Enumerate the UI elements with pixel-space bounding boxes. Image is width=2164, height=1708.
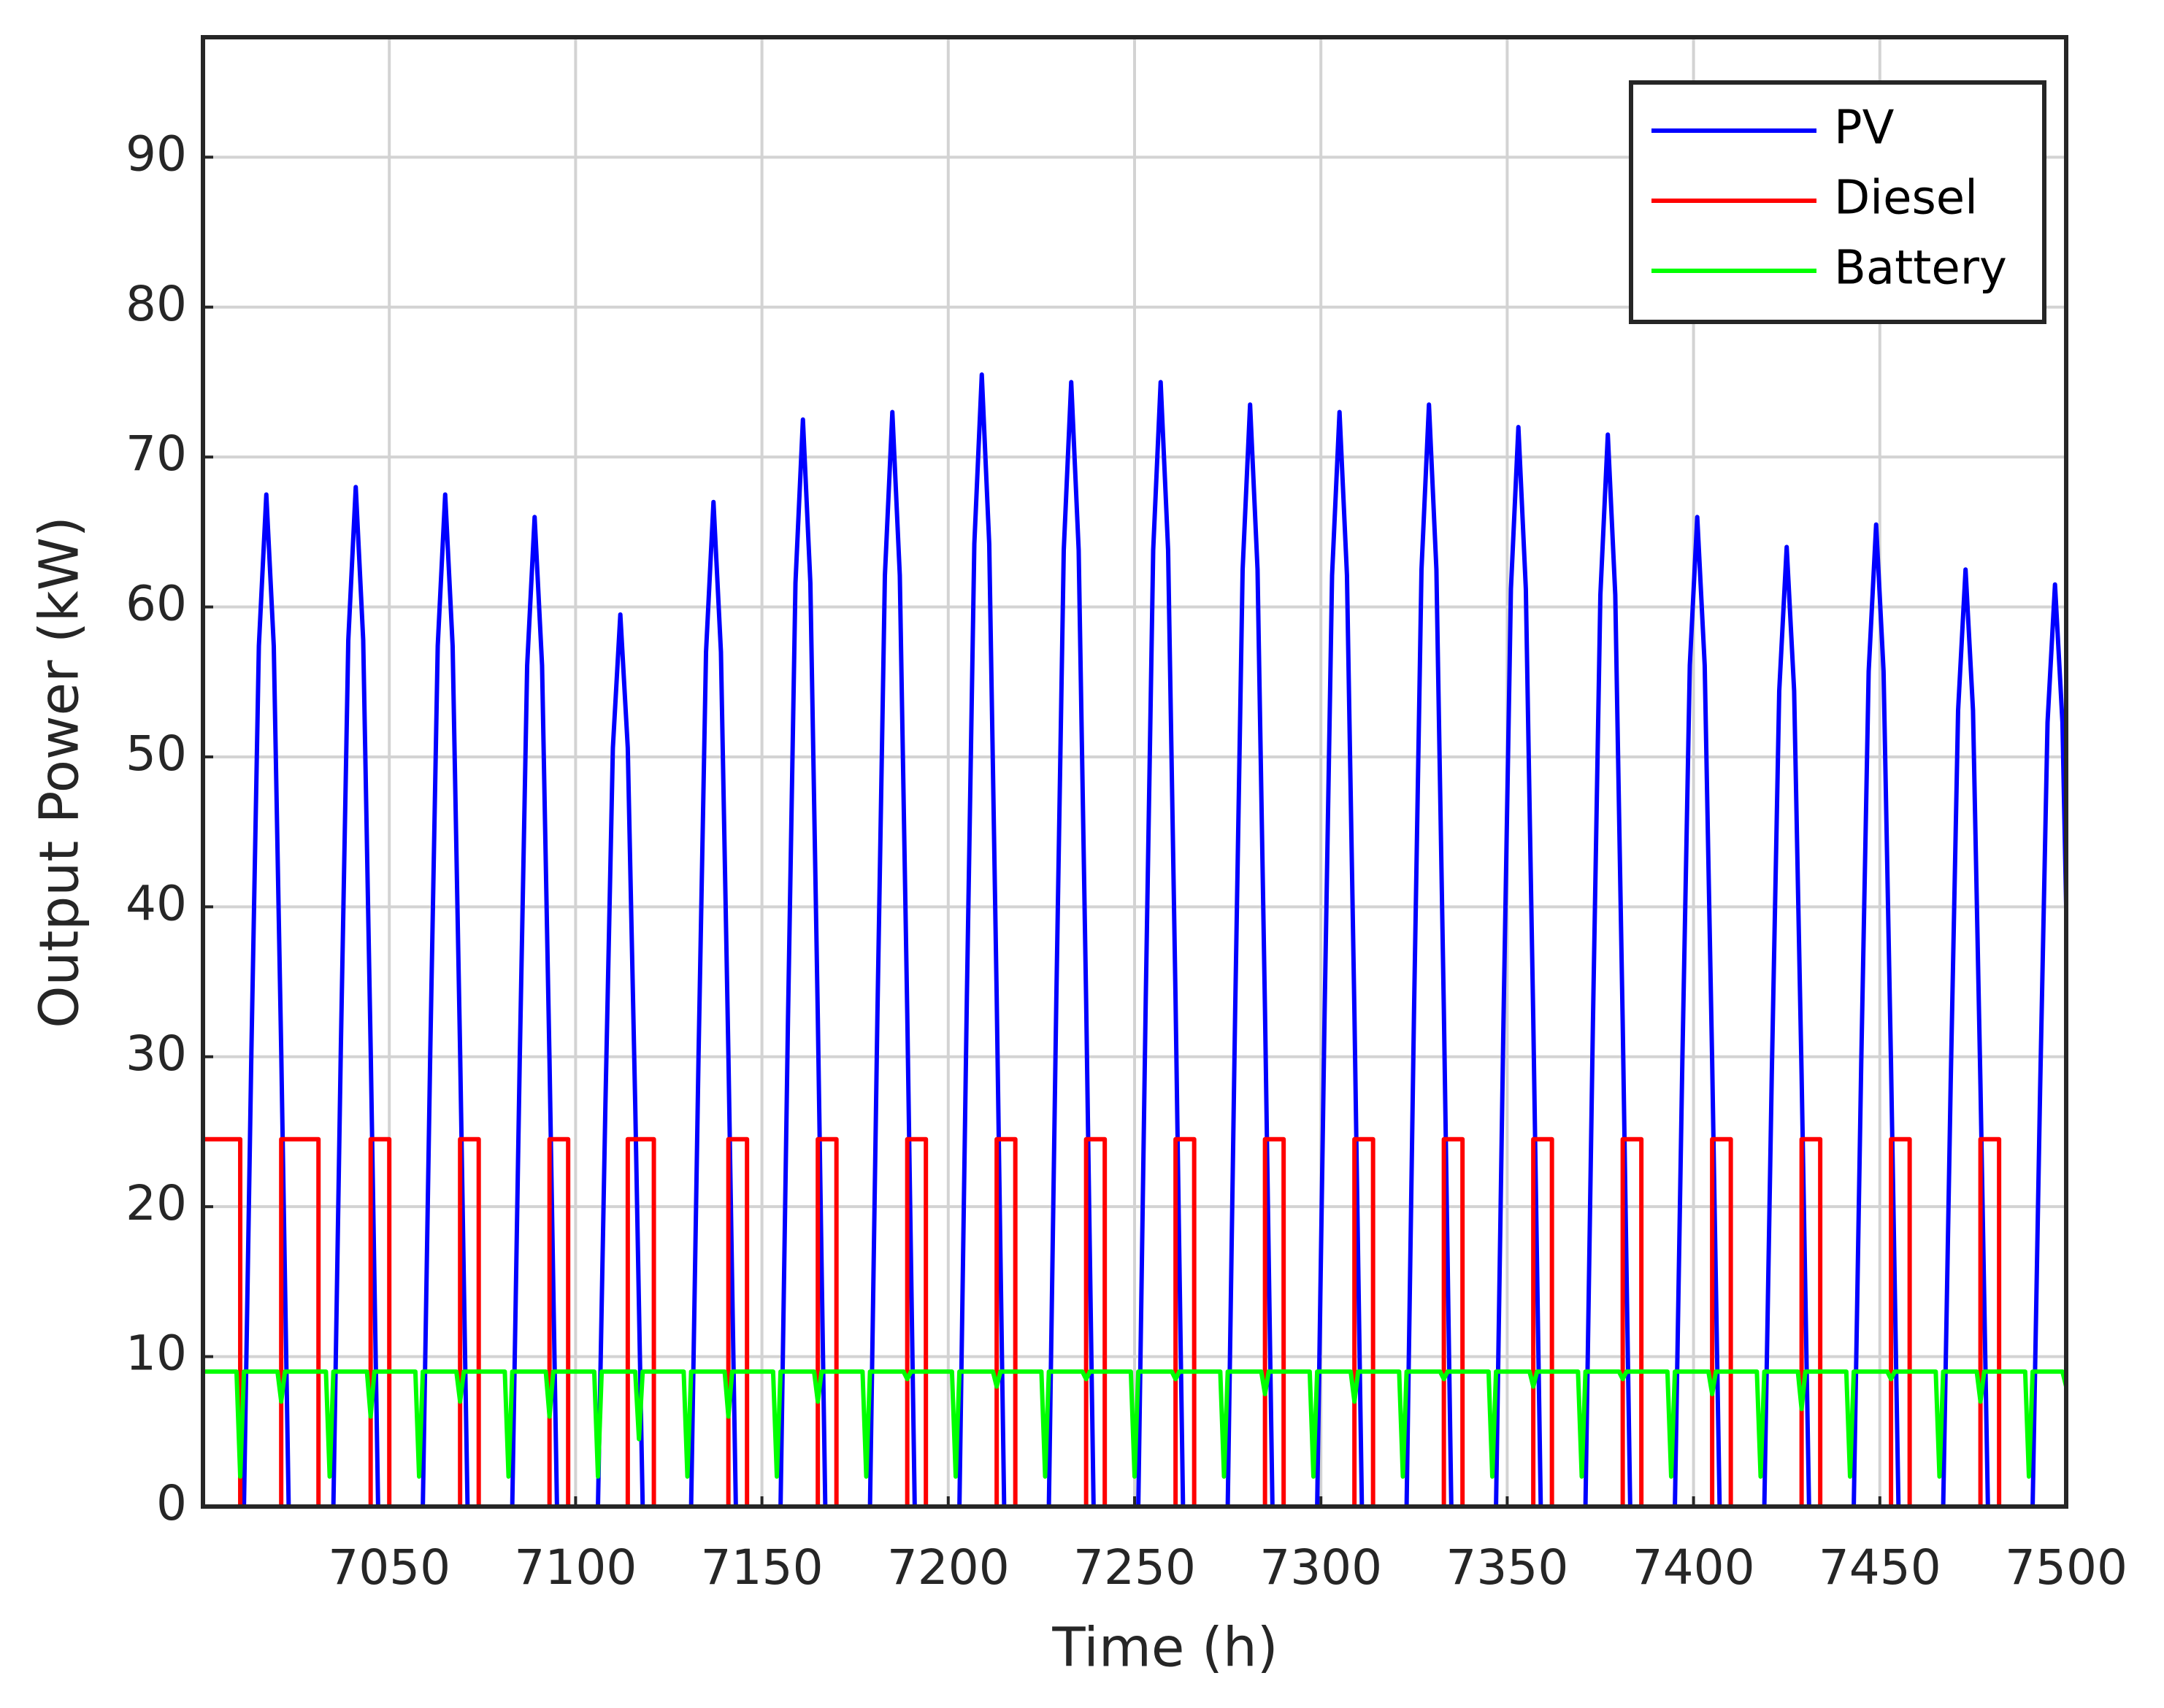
y-axis-label: Output Power (kW) xyxy=(28,516,91,1028)
x-tick-label: 7500 xyxy=(2005,1539,2127,1596)
x-axis-label: Time (h) xyxy=(1051,1617,1278,1680)
data-line xyxy=(203,1136,2066,1507)
x-tick-label: 7150 xyxy=(701,1539,824,1596)
x-tick-label: 7050 xyxy=(328,1539,450,1596)
y-tick-label: 40 xyxy=(126,875,187,931)
y-tick-label: 10 xyxy=(126,1326,187,1382)
y-tick-label: 0 xyxy=(156,1475,187,1531)
plot-frame xyxy=(201,35,2068,1509)
x-tick-label: 7200 xyxy=(887,1539,1010,1596)
legend-label: Battery xyxy=(1834,242,2007,296)
data-line xyxy=(203,1369,2066,1479)
y-tick-label: 30 xyxy=(126,1026,187,1082)
x-tick-label: 7400 xyxy=(1632,1539,1755,1596)
x-tick-label: 7450 xyxy=(1819,1539,1941,1596)
y-tick-label: 90 xyxy=(126,126,187,182)
y-tick-label: 80 xyxy=(126,276,187,332)
data-line xyxy=(203,372,2066,1507)
legend-label: PV xyxy=(1834,101,1895,155)
x-tick-label: 7100 xyxy=(514,1539,637,1596)
legend-label: Diesel xyxy=(1834,172,1978,226)
x-tick-label: 7300 xyxy=(1259,1539,1382,1596)
y-tick-label: 20 xyxy=(126,1175,187,1231)
y-tick-label: 50 xyxy=(126,726,187,782)
x-tick-label: 7350 xyxy=(1446,1539,1568,1596)
y-tick-label: 60 xyxy=(126,576,187,632)
x-tick-label: 7250 xyxy=(1073,1539,1196,1596)
y-tick-label: 70 xyxy=(126,426,187,482)
